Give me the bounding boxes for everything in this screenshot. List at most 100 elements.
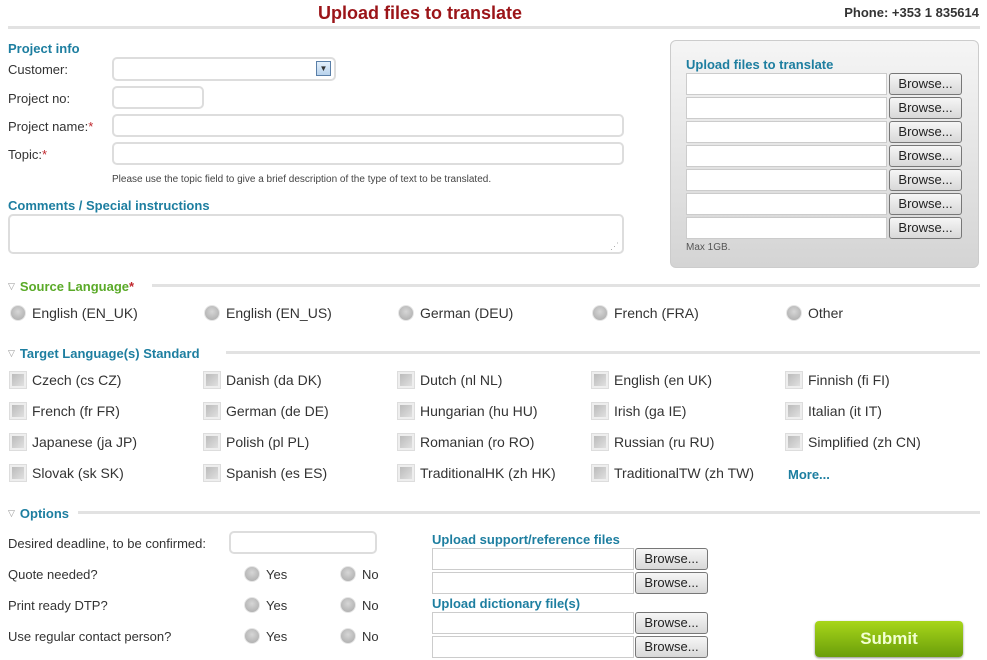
checkbox[interactable]	[591, 402, 609, 420]
browse-button[interactable]: Browse...	[635, 572, 708, 594]
source-language-option[interactable]: German (DEU)	[398, 305, 513, 321]
no-option[interactable]: No	[340, 597, 379, 613]
customer-select[interactable]: ▼	[112, 57, 336, 81]
radio-button[interactable]	[10, 305, 26, 321]
target-language-option[interactable]: Irish (ga IE)	[591, 402, 686, 420]
target-language-option[interactable]: Danish (da DK)	[203, 371, 322, 389]
checkbox[interactable]	[591, 433, 609, 451]
deadline-label: Desired deadline, to be confirmed:	[8, 536, 207, 551]
source-language-option[interactable]: English (EN_UK)	[10, 305, 138, 321]
target-language-option[interactable]: Romanian (ro RO)	[397, 433, 534, 451]
file-input[interactable]	[686, 97, 887, 119]
target-language-option[interactable]: Polish (pl PL)	[203, 433, 309, 451]
file-input[interactable]	[686, 217, 887, 239]
radio-button[interactable]	[204, 305, 220, 321]
chevron-down-icon[interactable]: ▼	[316, 61, 331, 76]
target-language-option[interactable]: TraditionalTW (zh TW)	[591, 464, 754, 482]
topic-input[interactable]	[112, 142, 624, 165]
browse-button[interactable]: Browse...	[889, 145, 962, 167]
target-language-option[interactable]: Hungarian (hu HU)	[397, 402, 538, 420]
radio-button[interactable]	[340, 597, 356, 613]
file-input[interactable]	[686, 73, 887, 95]
target-language-option[interactable]: Czech (cs CZ)	[9, 371, 121, 389]
checkbox[interactable]	[591, 464, 609, 482]
browse-button[interactable]: Browse...	[635, 548, 708, 570]
more-languages-link[interactable]: More...	[788, 467, 830, 482]
radio-button[interactable]	[244, 597, 260, 613]
radio-button[interactable]	[244, 628, 260, 644]
radio-button[interactable]	[398, 305, 414, 321]
no-option[interactable]: No	[340, 628, 379, 644]
source-language-option[interactable]: English (EN_US)	[204, 305, 332, 321]
target-language-option[interactable]: Spanish (es ES)	[203, 464, 327, 482]
project-info-heading: Project info	[8, 41, 80, 56]
source-language-option[interactable]: French (FRA)	[592, 305, 699, 321]
file-input[interactable]	[686, 145, 887, 167]
project-name-input[interactable]	[112, 114, 624, 137]
yes-option[interactable]: Yes	[244, 628, 287, 644]
no-option[interactable]: No	[340, 566, 379, 582]
checkbox[interactable]	[9, 464, 27, 482]
target-language-option[interactable]: Japanese (ja JP)	[9, 433, 137, 451]
source-language-header[interactable]: ▽ Source Language*	[8, 279, 134, 294]
checkbox[interactable]	[9, 433, 27, 451]
target-language-option[interactable]: Russian (ru RU)	[591, 433, 714, 451]
comments-textarea[interactable]: ⋰	[8, 214, 624, 254]
target-language-option[interactable]: French (fr FR)	[9, 402, 120, 420]
browse-button[interactable]: Browse...	[889, 121, 962, 143]
browse-button[interactable]: Browse...	[889, 169, 962, 191]
file-input[interactable]	[432, 572, 634, 594]
submit-button[interactable]: Submit	[815, 621, 963, 657]
file-input[interactable]	[432, 636, 634, 658]
target-language-option[interactable]: Simplified (zh CN)	[785, 433, 921, 451]
options-header[interactable]: ▽ Options	[8, 506, 69, 521]
browse-button[interactable]: Browse...	[889, 217, 962, 239]
file-input[interactable]	[432, 548, 634, 570]
checkbox[interactable]	[203, 464, 221, 482]
yes-option[interactable]: Yes	[244, 597, 287, 613]
browse-button[interactable]: Browse...	[889, 97, 962, 119]
options-heading: Options	[19, 506, 70, 521]
radio-button[interactable]	[592, 305, 608, 321]
checkbox[interactable]	[9, 402, 27, 420]
target-language-option[interactable]: Slovak (sk SK)	[9, 464, 124, 482]
radio-button[interactable]	[340, 628, 356, 644]
target-language-header[interactable]: ▽ Target Language(s) Standard	[8, 346, 200, 361]
checkbox[interactable]	[203, 371, 221, 389]
browse-button[interactable]: Browse...	[635, 636, 708, 658]
target-language-option[interactable]: English (en UK)	[591, 371, 712, 389]
browse-button[interactable]: Browse...	[635, 612, 708, 634]
yes-option[interactable]: Yes	[244, 566, 287, 582]
checkbox[interactable]	[785, 371, 803, 389]
file-input[interactable]	[432, 612, 634, 634]
target-language-option[interactable]: German (de DE)	[203, 402, 329, 420]
checkbox[interactable]	[397, 371, 415, 389]
checkbox[interactable]	[203, 402, 221, 420]
checkbox[interactable]	[9, 371, 27, 389]
file-input[interactable]	[686, 193, 887, 215]
checkbox[interactable]	[785, 433, 803, 451]
target-language-option[interactable]: Finnish (fi FI)	[785, 371, 890, 389]
source-language-option[interactable]: Other	[786, 305, 843, 321]
checkbox[interactable]	[785, 402, 803, 420]
resize-handle-icon[interactable]: ⋰	[610, 241, 619, 251]
checkbox[interactable]	[203, 433, 221, 451]
target-language-option[interactable]: Dutch (nl NL)	[397, 371, 502, 389]
browse-button[interactable]: Browse...	[889, 73, 962, 95]
checkbox[interactable]	[397, 464, 415, 482]
comments-heading: Comments / Special instructions	[8, 198, 210, 213]
checkbox[interactable]	[397, 402, 415, 420]
checkbox[interactable]	[591, 371, 609, 389]
project-no-input[interactable]	[112, 86, 204, 109]
browse-button[interactable]: Browse...	[889, 193, 962, 215]
checkbox[interactable]	[397, 433, 415, 451]
radio-button[interactable]	[786, 305, 802, 321]
deadline-input[interactable]	[229, 531, 377, 554]
divider	[78, 511, 980, 514]
radio-button[interactable]	[340, 566, 356, 582]
target-language-option[interactable]: TraditionalHK (zh HK)	[397, 464, 556, 482]
file-input[interactable]	[686, 169, 887, 191]
target-language-option[interactable]: Italian (it IT)	[785, 402, 882, 420]
file-input[interactable]	[686, 121, 887, 143]
radio-button[interactable]	[244, 566, 260, 582]
